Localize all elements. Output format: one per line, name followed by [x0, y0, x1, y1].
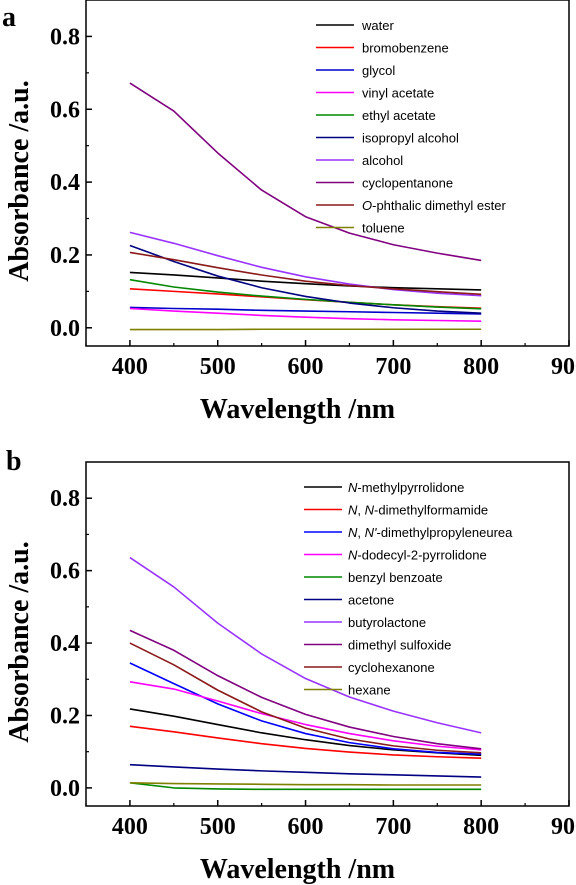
series-line-4 — [129, 782, 482, 791]
legend-label-part: N — [348, 503, 358, 518]
legend-label: glycol — [362, 63, 395, 78]
panel-letter: b — [6, 446, 22, 477]
series-line-0 — [129, 271, 482, 291]
series-line-2 — [129, 306, 482, 315]
legend-label-part: ethyl acetate — [362, 108, 436, 123]
legend-label: isopropyl alcohol — [362, 131, 459, 146]
legend-label-part: -dodecyl-2-pyrrolidone — [357, 548, 486, 563]
legend-label: O-phthalic dimethyl ester — [362, 198, 506, 213]
legend-label-part: water — [361, 18, 394, 33]
series-line-2 — [129, 662, 482, 756]
y-tick-label: 0.2 — [50, 243, 80, 269]
legend-label: cyclopentanone — [362, 176, 453, 191]
series-line-3 — [129, 307, 482, 323]
chart-panel-b: b 400 500 600 700 800 900 0.0 0.2 0.4 0.6 0.8 Wavele… — [4, 446, 576, 885]
series-line-7 — [129, 82, 482, 262]
legend-label-part: vinyl acetate — [362, 86, 434, 101]
y-tick-label: 0.8 — [50, 24, 80, 50]
x-tick-label: 500 — [200, 354, 236, 380]
x-tick-label: 800 — [463, 814, 499, 840]
y-tick-label: 0.0 — [50, 776, 80, 802]
series-line-8 — [129, 642, 482, 754]
x-tick-label: 600 — [288, 814, 324, 840]
legend-label: butyrolactone — [348, 615, 426, 630]
legend-label-part: , — [357, 525, 364, 540]
series-line-8 — [129, 251, 482, 296]
legend-label: N-methylpyrrolidone — [348, 480, 464, 495]
legend-label-part: O — [362, 198, 372, 213]
legend-label: alcohol — [362, 153, 403, 168]
y-tick-label: 0.6 — [50, 559, 80, 585]
x-tick-label: 900 — [551, 814, 576, 840]
y-axis-label: Absorbance /a.u. — [4, 80, 35, 281]
x-tick-label: 400 — [112, 814, 148, 840]
x-axis-label: Wavelength /nm — [200, 394, 395, 425]
x-tick-label: 600 — [288, 354, 324, 380]
y-tick-label: 0.0 — [50, 316, 80, 342]
legend-label-part: butyrolactone — [348, 615, 426, 630]
y-tick-label: 0.8 — [50, 486, 80, 512]
legend-label: hexane — [348, 683, 391, 698]
legend-label-part: -dimethylformamide — [374, 503, 488, 518]
series-line-5 — [129, 244, 482, 315]
series-line-7 — [129, 629, 482, 750]
legend-label-part: acetone — [348, 593, 394, 608]
series-line-3 — [129, 681, 482, 751]
chart-panel-a: a 400 500 600 700 800 900 0.0 0.2 0.4 0.6 0.8 Wavele… — [2, 0, 576, 425]
legend-label-part: bromobenzene — [362, 41, 449, 56]
legend-label: acetone — [348, 593, 394, 608]
x-tick-label: 400 — [112, 354, 148, 380]
series-line-1 — [129, 725, 482, 759]
legend-label-part: -dimethylpropyleneurea — [377, 525, 514, 540]
y-tick-label: 0.4 — [50, 170, 80, 196]
x-tick-label: 900 — [551, 354, 576, 380]
y-tick-label: 0.4 — [50, 631, 80, 657]
legend-label-part: N — [365, 503, 375, 518]
x-tick-label: 700 — [375, 814, 411, 840]
x-tick-label: 700 — [375, 354, 411, 380]
plot-frame — [85, 0, 570, 347]
legend-label-part: N — [348, 548, 358, 563]
legend-label: bromobenzene — [362, 41, 449, 56]
legend-label-part: N — [348, 480, 358, 495]
legend-label-part: -phthalic dimethyl ester — [372, 198, 506, 213]
series-line-6 — [129, 231, 482, 297]
y-tick-label: 0.2 — [50, 703, 80, 729]
legend-label: ethyl acetate — [362, 108, 436, 123]
legend-label: N-dodecyl-2-pyrrolidone — [348, 548, 487, 563]
x-tick-label: 800 — [463, 354, 499, 380]
panel-letter: a — [2, 2, 16, 33]
legend-label: N, N'-dimethylpropyleneurea — [348, 525, 513, 540]
legend-label-part: N' — [365, 525, 377, 540]
y-tick-label: 0.6 — [50, 97, 80, 123]
legend-label-part: alcohol — [362, 153, 403, 168]
legend-label: dimethyl sulfoxide — [348, 638, 451, 653]
legend-label: N, N-dimethylformamide — [348, 503, 488, 518]
legend-label-part: benzyl benzoate — [348, 570, 443, 585]
x-tick-label: 500 — [200, 814, 236, 840]
legend-label-part: -methylpyrrolidone — [357, 480, 464, 495]
legend-label: toluene — [362, 221, 405, 236]
legend-label-part: toluene — [362, 221, 405, 236]
legend-label-part: glycol — [362, 63, 395, 78]
series-line-4 — [129, 278, 482, 310]
series-line-6 — [129, 556, 482, 734]
y-axis-label: Absorbance /a.u. — [4, 541, 35, 742]
legend-label-part: cyclopentanone — [362, 176, 453, 191]
series-line-5 — [129, 763, 482, 778]
legend-label: water — [361, 18, 394, 33]
legend-label-part: isopropyl alcohol — [362, 131, 459, 146]
legend-label-part: hexane — [348, 683, 391, 698]
legend-label-part: , — [357, 503, 364, 518]
legend-label: vinyl acetate — [362, 86, 434, 101]
legend-label-part: dimethyl sulfoxide — [348, 638, 451, 653]
legend-label-part: N — [348, 525, 358, 540]
legend-label: cyclohexanone — [348, 660, 435, 675]
plot-frame — [85, 461, 570, 807]
series-line-9 — [129, 782, 482, 786]
legend-label-part: cyclohexanone — [348, 660, 435, 675]
legend-label: benzyl benzoate — [348, 570, 443, 585]
x-axis-label: Wavelength /nm — [200, 854, 395, 885]
